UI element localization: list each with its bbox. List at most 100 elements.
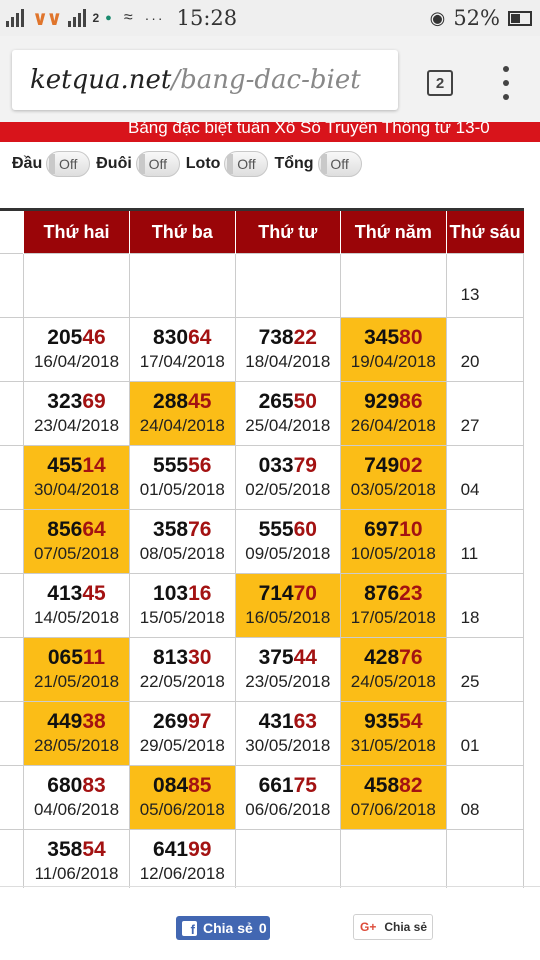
toggle-label-0: Đầu — [12, 155, 43, 172]
column-header-2: Thứ ba — [128, 208, 236, 254]
table-row: 45514 30/04/2018 55556 01/05/2018 03379 02/05… — [0, 445, 525, 510]
prize-number-head: 431 — [258, 709, 294, 733]
table-cell[interactable]: 93554 31/05/2018 — [340, 701, 447, 766]
prize-number: 87623 — [341, 582, 446, 606]
draw-date: 21/05/2018 — [33, 671, 120, 691]
prize-number-head: 641 — [153, 837, 189, 861]
table-cell[interactable]: 55560 09/05/2018 — [234, 509, 342, 574]
prize-number-tail: 50 — [293, 389, 317, 413]
draw-date: 11 — [460, 543, 479, 563]
table-cell[interactable]: 64199 12/06/2018 — [128, 829, 236, 888]
table-cell — [0, 253, 24, 318]
table-cell — [0, 509, 24, 574]
draw-date: 23/04/2018 — [33, 415, 120, 435]
table-cell[interactable]: 73822 18/04/2018 — [234, 317, 342, 382]
table-cell — [0, 765, 24, 830]
table-cell[interactable]: 20 — [445, 317, 525, 382]
table-cell[interactable]: 71470 16/05/2018 — [234, 573, 342, 638]
table-cell[interactable]: 69710 10/05/2018 — [340, 509, 447, 574]
column-header-1: Thứ hai — [23, 208, 130, 254]
table-cell[interactable]: 45514 30/04/2018 — [23, 445, 130, 510]
table-cell[interactable]: 68083 04/06/2018 — [23, 765, 130, 830]
draw-date: 14/05/2018 — [33, 607, 120, 627]
table-cell[interactable]: 28845 24/04/2018 — [128, 381, 236, 446]
url-path: /bang-dac-biet — [171, 65, 361, 95]
address-bar[interactable]: ketqua.net/bang-dac-biet — [12, 50, 398, 110]
prize-number: 26997 — [130, 710, 235, 734]
prize-number: 35876 — [130, 518, 235, 542]
table-cell[interactable]: 87623 17/05/2018 — [340, 573, 447, 638]
table-cell[interactable]: 03379 02/05/2018 — [234, 445, 342, 510]
table-cell[interactable]: 18 — [445, 573, 525, 638]
table-cell[interactable]: 43163 30/05/2018 — [234, 701, 342, 766]
table-cell[interactable]: 37544 23/05/2018 — [234, 637, 342, 702]
table-row: 06511 21/05/2018 81330 22/05/2018 37544 23/05… — [0, 637, 525, 702]
facebook-share-button[interactable]: f Chia sẻ 0 — [176, 916, 270, 940]
prize-number-head: 358 — [47, 837, 83, 861]
table-cell[interactable]: 01 — [445, 701, 525, 766]
prize-number-tail: 64 — [82, 517, 106, 541]
table-cell[interactable]: 25 — [445, 637, 525, 702]
table-row: 41345 14/05/2018 10316 15/05/2018 71470 16/05… — [0, 573, 525, 638]
table-cell[interactable]: 08485 05/06/2018 — [128, 765, 236, 830]
prize-number: 08485 — [130, 774, 235, 798]
table-cell — [0, 637, 24, 702]
prize-number: 81330 — [130, 646, 235, 670]
title-banner: Bảng đặc biệt tuần Xổ Số Truyền Thống từ… — [0, 122, 540, 142]
table-cell[interactable]: 26997 29/05/2018 — [128, 701, 236, 766]
status-bar: ∨∨ 2 ● ≈ ··· 15:28 ◉ 52% — [0, 0, 540, 36]
prize-number: 28845 — [130, 390, 235, 414]
draw-date: 18 — [460, 607, 480, 627]
table-cell[interactable]: 10316 15/05/2018 — [128, 573, 236, 638]
prize-number-head: 661 — [258, 773, 294, 797]
table-cell[interactable]: 11 — [445, 509, 525, 574]
table-cell[interactable]: 27 — [445, 381, 525, 446]
table-row: 13 — [0, 253, 525, 318]
table-cell[interactable]: 42876 24/05/2018 — [340, 637, 447, 702]
table-cell[interactable]: 66175 06/06/2018 — [234, 765, 342, 830]
prize-number: 55560 — [236, 518, 341, 542]
table-cell[interactable]: 32369 23/04/2018 — [23, 381, 130, 446]
prize-number-tail: 97 — [188, 709, 212, 733]
prize-number-head: 455 — [47, 453, 83, 477]
table-cell[interactable]: 20546 16/04/2018 — [23, 317, 130, 382]
toggle-switch-1[interactable]: Off — [135, 151, 180, 177]
table-cell[interactable]: 81330 22/05/2018 — [128, 637, 236, 702]
browser-menu-button[interactable] — [496, 66, 516, 100]
prize-number-head: 555 — [153, 453, 189, 477]
prize-number-head: 697 — [364, 517, 400, 541]
toggle-switch-0[interactable]: Off — [46, 151, 91, 177]
table-cell[interactable]: 41345 14/05/2018 — [23, 573, 130, 638]
table-cell[interactable]: 35876 08/05/2018 — [128, 509, 236, 574]
toggle-switch-3[interactable]: Off — [317, 151, 362, 177]
table-cell[interactable]: 06511 21/05/2018 — [23, 637, 130, 702]
table-cell[interactable]: 08 — [445, 765, 525, 830]
prize-number: 42876 — [341, 646, 446, 670]
table-cell[interactable]: 85664 07/05/2018 — [23, 509, 130, 574]
draw-date: 01 — [460, 735, 480, 755]
toggle-label-3: Tổng — [274, 155, 314, 172]
table-cell[interactable]: 44938 28/05/2018 — [23, 701, 130, 766]
table-cell[interactable]: 34580 19/04/2018 — [340, 317, 447, 382]
prize-number-tail: 22 — [293, 325, 317, 349]
prize-number-head: 345 — [364, 325, 400, 349]
table-cell[interactable]: 45882 07/06/2018 — [340, 765, 447, 830]
prize-number: 10316 — [130, 582, 235, 606]
table-cell[interactable]: 04 — [445, 445, 525, 510]
draw-date: 24/04/2018 — [139, 415, 225, 435]
prize-number: 74902 — [341, 454, 446, 478]
prize-number-head: 065 — [47, 645, 83, 669]
table-row: 20546 16/04/2018 83064 17/04/2018 73822 18/04… — [0, 317, 525, 382]
table-cell[interactable]: 83064 17/04/2018 — [128, 317, 236, 382]
google-plus-share-button[interactable]: G+ Chia sẻ — [353, 914, 433, 940]
table-cell[interactable]: 74902 03/05/2018 — [340, 445, 447, 510]
table-cell[interactable]: 26550 25/04/2018 — [234, 381, 342, 446]
table-cell[interactable]: 35854 11/06/2018 — [23, 829, 130, 888]
table-cell[interactable]: 92986 26/04/2018 — [340, 381, 447, 446]
table-cell[interactable]: 55556 01/05/2018 — [128, 445, 236, 510]
tab-switcher-button[interactable]: 2 — [427, 70, 453, 96]
prize-number-tail: 10 — [399, 517, 423, 541]
toggle-switch-2[interactable]: Off — [224, 151, 269, 177]
